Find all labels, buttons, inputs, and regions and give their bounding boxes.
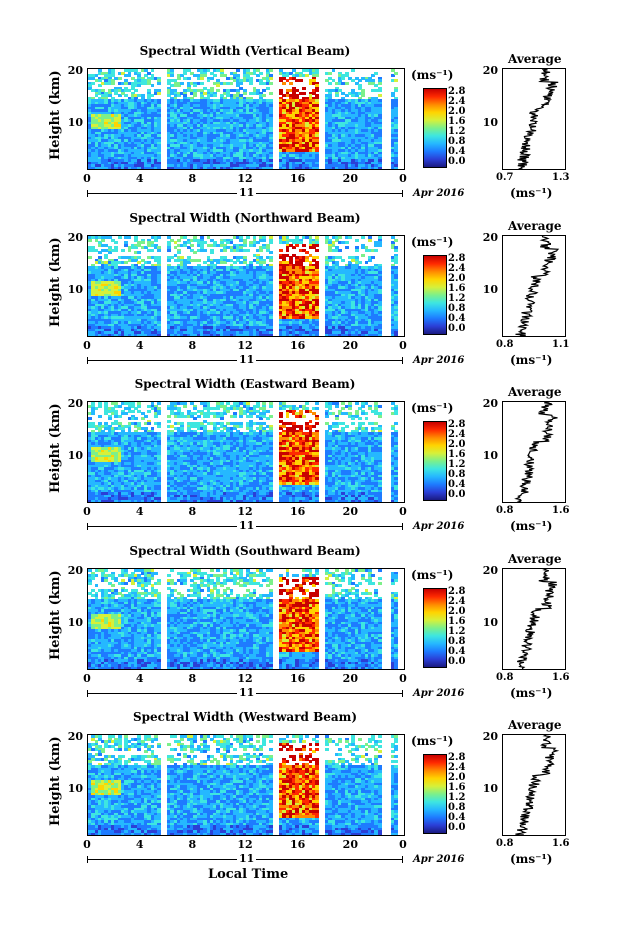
- heatmap-cell: [157, 167, 161, 170]
- heatmap-cell: [170, 74, 174, 77]
- heatmap-cell: [213, 74, 217, 77]
- heatmap-cell: [213, 94, 217, 97]
- heatmap-plot-area: [87, 68, 405, 170]
- heatmap-cell: [200, 82, 204, 85]
- heatmap-cell: [193, 94, 197, 97]
- heatmap-cell: [111, 82, 115, 85]
- heatmap-cell: [157, 82, 161, 85]
- heatmap-cell: [151, 84, 155, 87]
- heatmap-cell: [236, 69, 240, 72]
- heatmap-cell: [180, 82, 184, 85]
- heatmap-cell: [151, 69, 155, 72]
- heatmap-cell: [134, 89, 138, 92]
- heatmap-cell: [216, 89, 220, 92]
- heatmap-cell: [187, 77, 191, 80]
- heatmap-cell: [157, 92, 161, 95]
- panel-title: Spectral Width (Vertical Beam): [87, 44, 403, 58]
- heatmap-cell: [118, 77, 122, 80]
- heatmap-cell: [243, 92, 247, 95]
